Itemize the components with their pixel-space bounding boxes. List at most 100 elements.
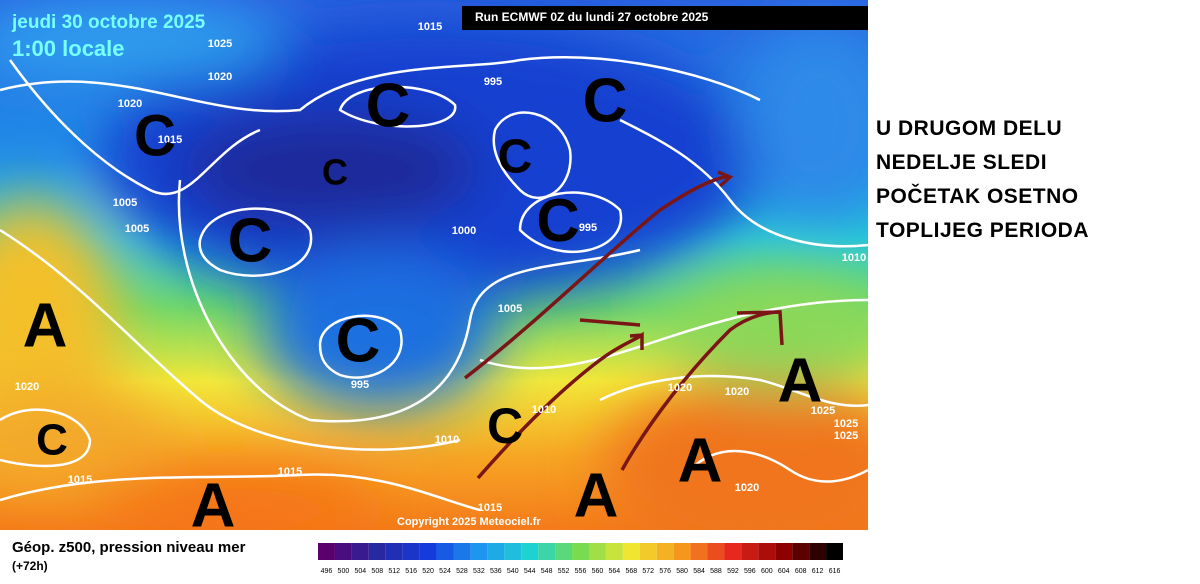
legend-swatch bbox=[639, 543, 657, 560]
legend-swatch bbox=[775, 543, 793, 560]
isobar-label: 1005 bbox=[125, 223, 149, 235]
isobar-label: 1005 bbox=[498, 303, 522, 315]
legend-scale-label: 616 bbox=[829, 568, 841, 575]
annotation-line: NEDELJE SLEDI bbox=[876, 151, 1048, 174]
legend-scale-label: 508 bbox=[371, 568, 383, 575]
isobar-label: 1025 bbox=[208, 38, 232, 50]
legend-swatch bbox=[351, 543, 369, 560]
legend-swatch bbox=[572, 543, 589, 560]
legend-swatch bbox=[809, 543, 827, 560]
legend-swatch bbox=[758, 543, 776, 560]
isobar-label: 1015 bbox=[68, 474, 92, 486]
isobar-label: 1025 bbox=[834, 430, 858, 442]
isobar-label: 995 bbox=[484, 76, 502, 88]
isobar-label: 1025 bbox=[811, 405, 835, 417]
isobar-label: 1000 bbox=[452, 225, 476, 237]
legend-scale-label: 544 bbox=[524, 568, 536, 575]
legend-scale-label: 596 bbox=[744, 568, 756, 575]
run-box bbox=[462, 6, 868, 30]
pressure-system: C bbox=[322, 152, 348, 193]
legend-swatch bbox=[555, 543, 573, 560]
isobar-label: 1015 bbox=[478, 502, 502, 514]
isobar-label: 1020 bbox=[735, 482, 759, 494]
isobar-label: 1010 bbox=[842, 252, 866, 264]
legend-scale-label: 532 bbox=[473, 568, 485, 575]
isobar-label: 1015 bbox=[158, 134, 182, 146]
isobar-label: 1010 bbox=[532, 404, 556, 416]
legend-swatch bbox=[690, 543, 708, 560]
legend-subtitle: (+72h) bbox=[12, 559, 48, 573]
legend-swatch bbox=[318, 543, 335, 560]
pressure-system: A bbox=[23, 291, 68, 360]
legend-swatch bbox=[470, 543, 488, 560]
legend-scale-label: 496 bbox=[321, 568, 333, 575]
legend-scale-label: 612 bbox=[812, 568, 824, 575]
legend-scale-label: 536 bbox=[490, 568, 502, 575]
legend-scale-label: 516 bbox=[405, 568, 417, 575]
legend-scale-label: 572 bbox=[642, 568, 654, 575]
legend-scale-label: 500 bbox=[338, 568, 350, 575]
isobar-label: 1020 bbox=[668, 382, 692, 394]
pressure-system: C bbox=[228, 206, 273, 275]
isobar-label: 1015 bbox=[278, 466, 302, 478]
legend-scale-label: 540 bbox=[507, 568, 519, 575]
legend-scale-label: 548 bbox=[541, 568, 553, 575]
annotation-line: U DRUGOM DELU bbox=[876, 117, 1063, 140]
legend-scale-label: 524 bbox=[439, 568, 451, 575]
legend-scale-label: 604 bbox=[778, 568, 790, 575]
legend-swatch bbox=[334, 543, 352, 560]
pressure-system: A bbox=[191, 471, 236, 540]
map-time: 1:00 locale bbox=[12, 36, 125, 61]
legend-scale-label: 552 bbox=[558, 568, 570, 575]
isobar-label: 1010 bbox=[435, 434, 459, 446]
legend-scale-label: 608 bbox=[795, 568, 807, 575]
map-date: jeudi 30 octobre 2025 bbox=[11, 12, 206, 33]
legend-swatch bbox=[538, 543, 556, 560]
legend-scale-label: 556 bbox=[575, 568, 587, 575]
isobar-label: 1005 bbox=[113, 197, 137, 209]
pressure-system: C bbox=[134, 103, 176, 168]
isobar-label: 1020 bbox=[118, 98, 142, 110]
annotation: U DRUGOM DELU NEDELJE SLEDI POČETAK OSETNO… bbox=[876, 112, 1089, 248]
legend-swatch bbox=[622, 543, 640, 560]
legend-scale-label: 528 bbox=[456, 568, 468, 575]
legend-scale-label: 592 bbox=[727, 568, 739, 575]
annotation-line: TOPLIJEG PERIODA bbox=[876, 219, 1089, 242]
legend-swatch bbox=[385, 543, 403, 560]
pressure-system: C bbox=[487, 398, 523, 454]
legend-swatch bbox=[605, 543, 623, 560]
legend-swatch bbox=[419, 543, 437, 560]
legend-swatch bbox=[436, 543, 454, 560]
legend-swatch bbox=[588, 543, 606, 560]
pressure-system: A bbox=[574, 461, 619, 530]
legend-scale-label: 560 bbox=[592, 568, 604, 575]
legend-scale-label: 512 bbox=[388, 568, 400, 575]
run-label: Run ECMWF 0Z du lundi 27 octobre 2025 bbox=[475, 10, 709, 24]
legend-scale-label: 568 bbox=[625, 568, 637, 575]
legend-scale-label: 504 bbox=[354, 568, 366, 575]
pressure-system: C bbox=[36, 416, 68, 465]
legend-title: Géop. z500, pression niveau mer bbox=[12, 539, 246, 556]
pressure-system: A bbox=[778, 346, 823, 415]
isobar-label: 1025 bbox=[834, 418, 858, 430]
pressure-system: C bbox=[366, 71, 411, 140]
legend-swatch bbox=[826, 543, 843, 560]
isobar-label: 1020 bbox=[725, 386, 749, 398]
annotation-line: POČETAK OSETNO bbox=[876, 185, 1079, 208]
legend-swatch bbox=[453, 543, 471, 560]
legend-swatch bbox=[656, 543, 674, 560]
legend-scale-label: 564 bbox=[609, 568, 621, 575]
legend-swatch bbox=[368, 543, 386, 560]
pressure-system: C bbox=[536, 187, 579, 254]
legend-swatch bbox=[792, 543, 810, 560]
legend-scale-label: 580 bbox=[676, 568, 688, 575]
legend-swatch bbox=[504, 543, 522, 560]
copyright: Copyright 2025 Meteociel.fr bbox=[397, 516, 541, 528]
map-field bbox=[0, 0, 868, 530]
legend-scale-label: 520 bbox=[422, 568, 434, 575]
legend-swatch bbox=[521, 543, 539, 560]
pressure-system: A bbox=[678, 426, 723, 495]
legend-swatch bbox=[707, 543, 725, 560]
